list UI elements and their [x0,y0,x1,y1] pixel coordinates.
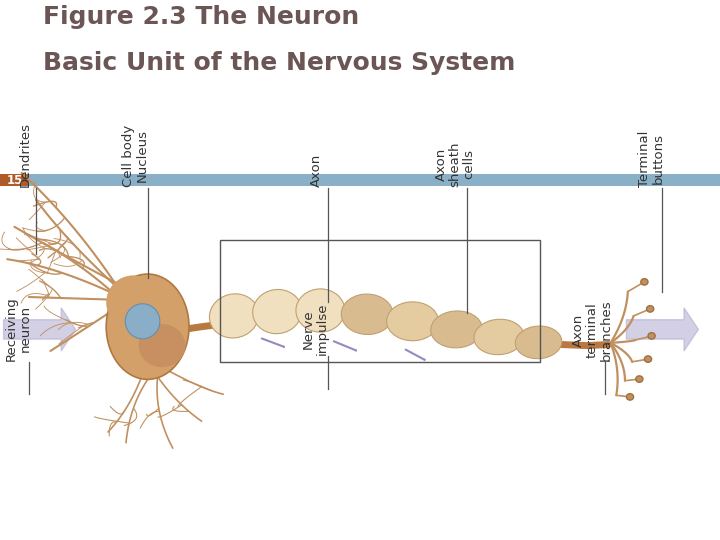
Text: Axon
sheath
cells: Axon sheath cells [435,141,475,187]
Ellipse shape [641,279,648,285]
Ellipse shape [636,376,643,382]
Text: Basic Unit of the Nervous System: Basic Unit of the Nervous System [43,51,516,75]
FancyArrowPatch shape [262,339,284,347]
Ellipse shape [387,302,438,341]
Ellipse shape [138,324,186,367]
Text: Terminal
buttons: Terminal buttons [638,131,665,187]
Ellipse shape [516,326,562,359]
Ellipse shape [107,274,189,379]
Ellipse shape [341,294,393,334]
FancyArrowPatch shape [334,341,356,350]
Ellipse shape [644,356,652,362]
Ellipse shape [474,319,524,355]
Bar [0,174,720,186]
Ellipse shape [253,289,302,334]
Polygon shape [4,308,76,351]
Text: Dendrites: Dendrites [19,122,32,187]
Text: Figure 2.3 The Neuron: Figure 2.3 The Neuron [43,5,359,29]
Text: Axon: Axon [310,153,323,187]
Ellipse shape [648,333,655,339]
Text: Axon
terminal
branches: Axon terminal branches [572,299,613,361]
Ellipse shape [626,394,634,400]
Bar [220,240,540,362]
FancyArrowPatch shape [405,349,425,360]
Text: 15: 15 [6,174,22,187]
Ellipse shape [210,294,258,338]
Ellipse shape [125,303,160,339]
Ellipse shape [296,289,345,332]
Polygon shape [626,308,698,351]
Bar [0,174,29,186]
Text: Nerve
impulse: Nerve impulse [302,303,329,355]
Text: Cell body
Nucleus: Cell body Nucleus [122,125,149,187]
Text: Receiving
neuron: Receiving neuron [4,296,32,361]
Ellipse shape [431,311,482,348]
Ellipse shape [647,306,654,312]
Ellipse shape [107,275,160,329]
